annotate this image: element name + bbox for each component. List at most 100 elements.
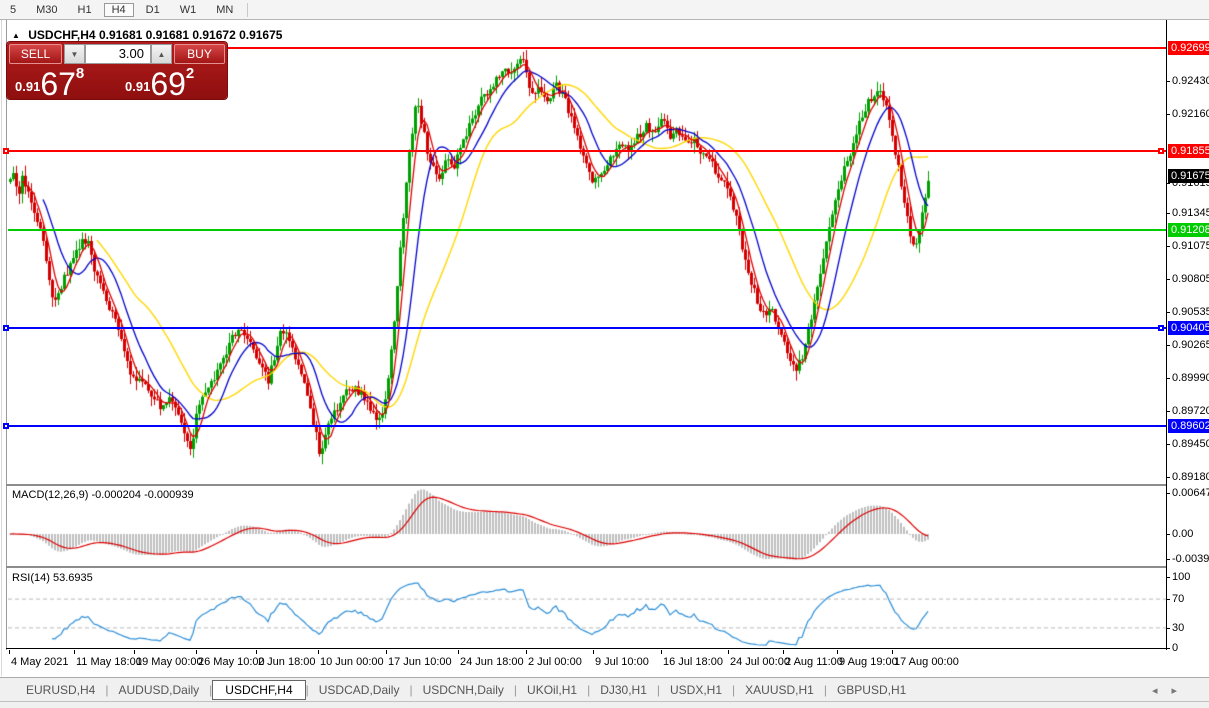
- horizontal-line-0.91855[interactable]: [8, 150, 1166, 152]
- price-tick-mark: [1166, 246, 1170, 247]
- sell-price-prefix: 0.91: [15, 79, 41, 94]
- tab-USDCHF-H4[interactable]: USDCHF,H4: [212, 679, 306, 700]
- horizontal-line-0.90405[interactable]: [8, 327, 1166, 329]
- tab-USDX-H1[interactable]: USDX,H1: [670, 682, 723, 697]
- price-tick-mark: [1166, 81, 1170, 82]
- buy-button[interactable]: BUY: [174, 44, 225, 64]
- price-tick-mark: [1166, 213, 1170, 214]
- timeframe-button-MN[interactable]: MN: [216, 3, 234, 16]
- time-axis-label: 4 May 2021: [11, 656, 69, 668]
- time-axis-label: 16 Jul 18:00: [663, 656, 723, 668]
- line-handle-right-0.90405[interactable]: [1158, 325, 1164, 331]
- volume-input[interactable]: 3.00: [85, 44, 151, 64]
- tab-separator: |: [732, 682, 736, 697]
- time-axis-label: 2 Aug 11:00: [785, 656, 843, 668]
- price-tick-mark: [1166, 345, 1170, 346]
- tab-separator: |: [656, 682, 660, 697]
- time-axis-label: 9 Aug 19:00: [839, 656, 898, 668]
- timeframe-button-H1[interactable]: H1: [77, 3, 92, 16]
- macd-indicator-canvas[interactable]: [8, 487, 1166, 566]
- sell-price-display[interactable]: 0.91678: [15, 65, 84, 102]
- tab-separator: |: [823, 682, 827, 697]
- collapse-panel-icon[interactable]: ▲: [12, 31, 20, 40]
- pane-separator-rsi[interactable]: [6, 566, 1209, 568]
- time-axis-border: [6, 648, 1209, 649]
- price-axis-border: [1166, 20, 1167, 650]
- price-tick-label: 0.90535: [1172, 306, 1209, 318]
- timeframe-button-M30[interactable]: M30: [36, 3, 58, 16]
- tab-separator: |: [409, 682, 413, 697]
- sell-price-main: 67: [40, 66, 76, 102]
- rsi-tick-mark: [1166, 628, 1170, 629]
- time-tick-mark: [256, 650, 257, 654]
- price-tick-label: 0.92160: [1172, 108, 1209, 120]
- volume-decrease-button[interactable]: ▼: [64, 44, 85, 64]
- line-handle-left-0.89602[interactable]: [3, 423, 9, 429]
- price-badge-0.91208: 0.91208: [1168, 223, 1209, 237]
- price-tick-label: 0.89990: [1172, 372, 1209, 384]
- time-axis-label: 10 Jun 00:00: [320, 656, 384, 668]
- time-axis[interactable]: 4 May 2021 11 May 18:00 19 May 00:00 26 May…: [6, 650, 1166, 676]
- time-axis-label: 24 Jul 00:00: [730, 656, 790, 668]
- tab-USDCNH-Daily[interactable]: USDCNH,Daily: [422, 682, 504, 697]
- tabs-scroll-arrows[interactable]: ◂▸: [1152, 684, 1191, 697]
- price-tick-label: 0.89180: [1172, 471, 1209, 483]
- tabs-scroll-right-icon[interactable]: ▸: [1171, 685, 1191, 697]
- tabs-scroll-left-icon[interactable]: ◂: [1151, 685, 1172, 697]
- buy-price-main: 69: [150, 66, 186, 102]
- price-axis[interactable]: 0.92430 0.92160 0.91615 0.91345 0.91075 0.908…: [1166, 20, 1209, 654]
- line-handle-left-0.91855[interactable]: [3, 148, 9, 154]
- toolbar-separator: [247, 2, 249, 17]
- timeframe-button-5[interactable]: 5: [10, 3, 17, 16]
- price-tick-label: 0.91075: [1172, 240, 1209, 252]
- rsi-axis-label: 30: [1172, 622, 1185, 634]
- tab-separator: |: [105, 682, 109, 697]
- time-tick-mark: [196, 650, 197, 654]
- price-badge-0.90405: 0.90405: [1168, 321, 1209, 335]
- timeframe-button-H4[interactable]: H4: [103, 2, 134, 17]
- macd-label: MACD(12,26,9) -0.000204 -0.000939: [12, 489, 194, 501]
- tab-EURUSD-H4[interactable]: EURUSD,H4: [26, 682, 96, 697]
- tab-XAUUSD-H1[interactable]: XAUUSD,H1: [745, 682, 814, 697]
- time-tick-mark: [74, 650, 75, 654]
- buy-price-pip: 2: [185, 65, 195, 82]
- buy-price-display[interactable]: 0.91692: [125, 65, 195, 102]
- price-tick-label: 0.91345: [1172, 207, 1209, 219]
- rsi-tick-mark: [1166, 599, 1170, 600]
- horizontal-line-0.92699[interactable]: [8, 47, 1166, 49]
- macd-tick-mark: [1166, 493, 1170, 494]
- time-axis-label: 19 May 00:00: [136, 656, 203, 668]
- timeframe-button-D1[interactable]: D1: [145, 3, 160, 16]
- price-tick-label: 0.92430: [1172, 75, 1209, 87]
- horizontal-line-0.89602[interactable]: [8, 425, 1166, 427]
- price-badge-0.92699: 0.92699: [1168, 41, 1209, 55]
- time-axis-label: 24 Jun 18:00: [460, 656, 524, 668]
- rsi-axis-label: 0: [1172, 642, 1179, 654]
- timeframe-button-W1[interactable]: W1: [179, 3, 197, 16]
- buy-price-prefix: 0.91: [125, 79, 151, 94]
- time-axis-label: 2 Jul 00:00: [528, 656, 582, 668]
- macd-tick-mark: [1166, 534, 1170, 535]
- tab-USDCAD-Daily[interactable]: USDCAD,Daily: [318, 682, 400, 697]
- price-tick-mark: [1166, 411, 1170, 412]
- tab-separator: |: [587, 682, 591, 697]
- tab-UKOil-H1[interactable]: UKOil,H1: [527, 682, 578, 697]
- rsi-axis-label: 70: [1172, 593, 1185, 605]
- tab-GBPUSD-H1[interactable]: GBPUSD,H1: [836, 682, 907, 697]
- chart-tab-bar: EURUSD,H4 | AUDUSD,Daily | USDCHF,H4 | USDCAD,…: [0, 677, 1209, 701]
- time-tick-mark: [9, 650, 10, 654]
- tab-separator: |: [513, 682, 518, 697]
- rsi-indicator-canvas[interactable]: [8, 569, 1166, 648]
- line-handle-right-0.91855[interactable]: [1158, 148, 1164, 154]
- tab-DJ30-H1[interactable]: DJ30,H1: [600, 682, 647, 697]
- sell-button[interactable]: SELL: [9, 44, 62, 64]
- time-axis-label: 11 May 18:00: [76, 656, 142, 668]
- time-tick-mark: [134, 650, 135, 654]
- tab-AUDUSD-Daily[interactable]: AUDUSD,Daily: [118, 682, 200, 697]
- horizontal-line-0.91208[interactable]: [8, 229, 1166, 231]
- price-tick-label: 0.89720: [1172, 405, 1209, 417]
- pane-separator-macd[interactable]: [6, 484, 1209, 486]
- volume-increase-button[interactable]: ▲: [151, 44, 172, 64]
- line-handle-left-0.90405[interactable]: [3, 325, 9, 331]
- quote-header-text: USDCHF,H4 0.91681 0.91681 0.91672 0.9167…: [28, 28, 283, 42]
